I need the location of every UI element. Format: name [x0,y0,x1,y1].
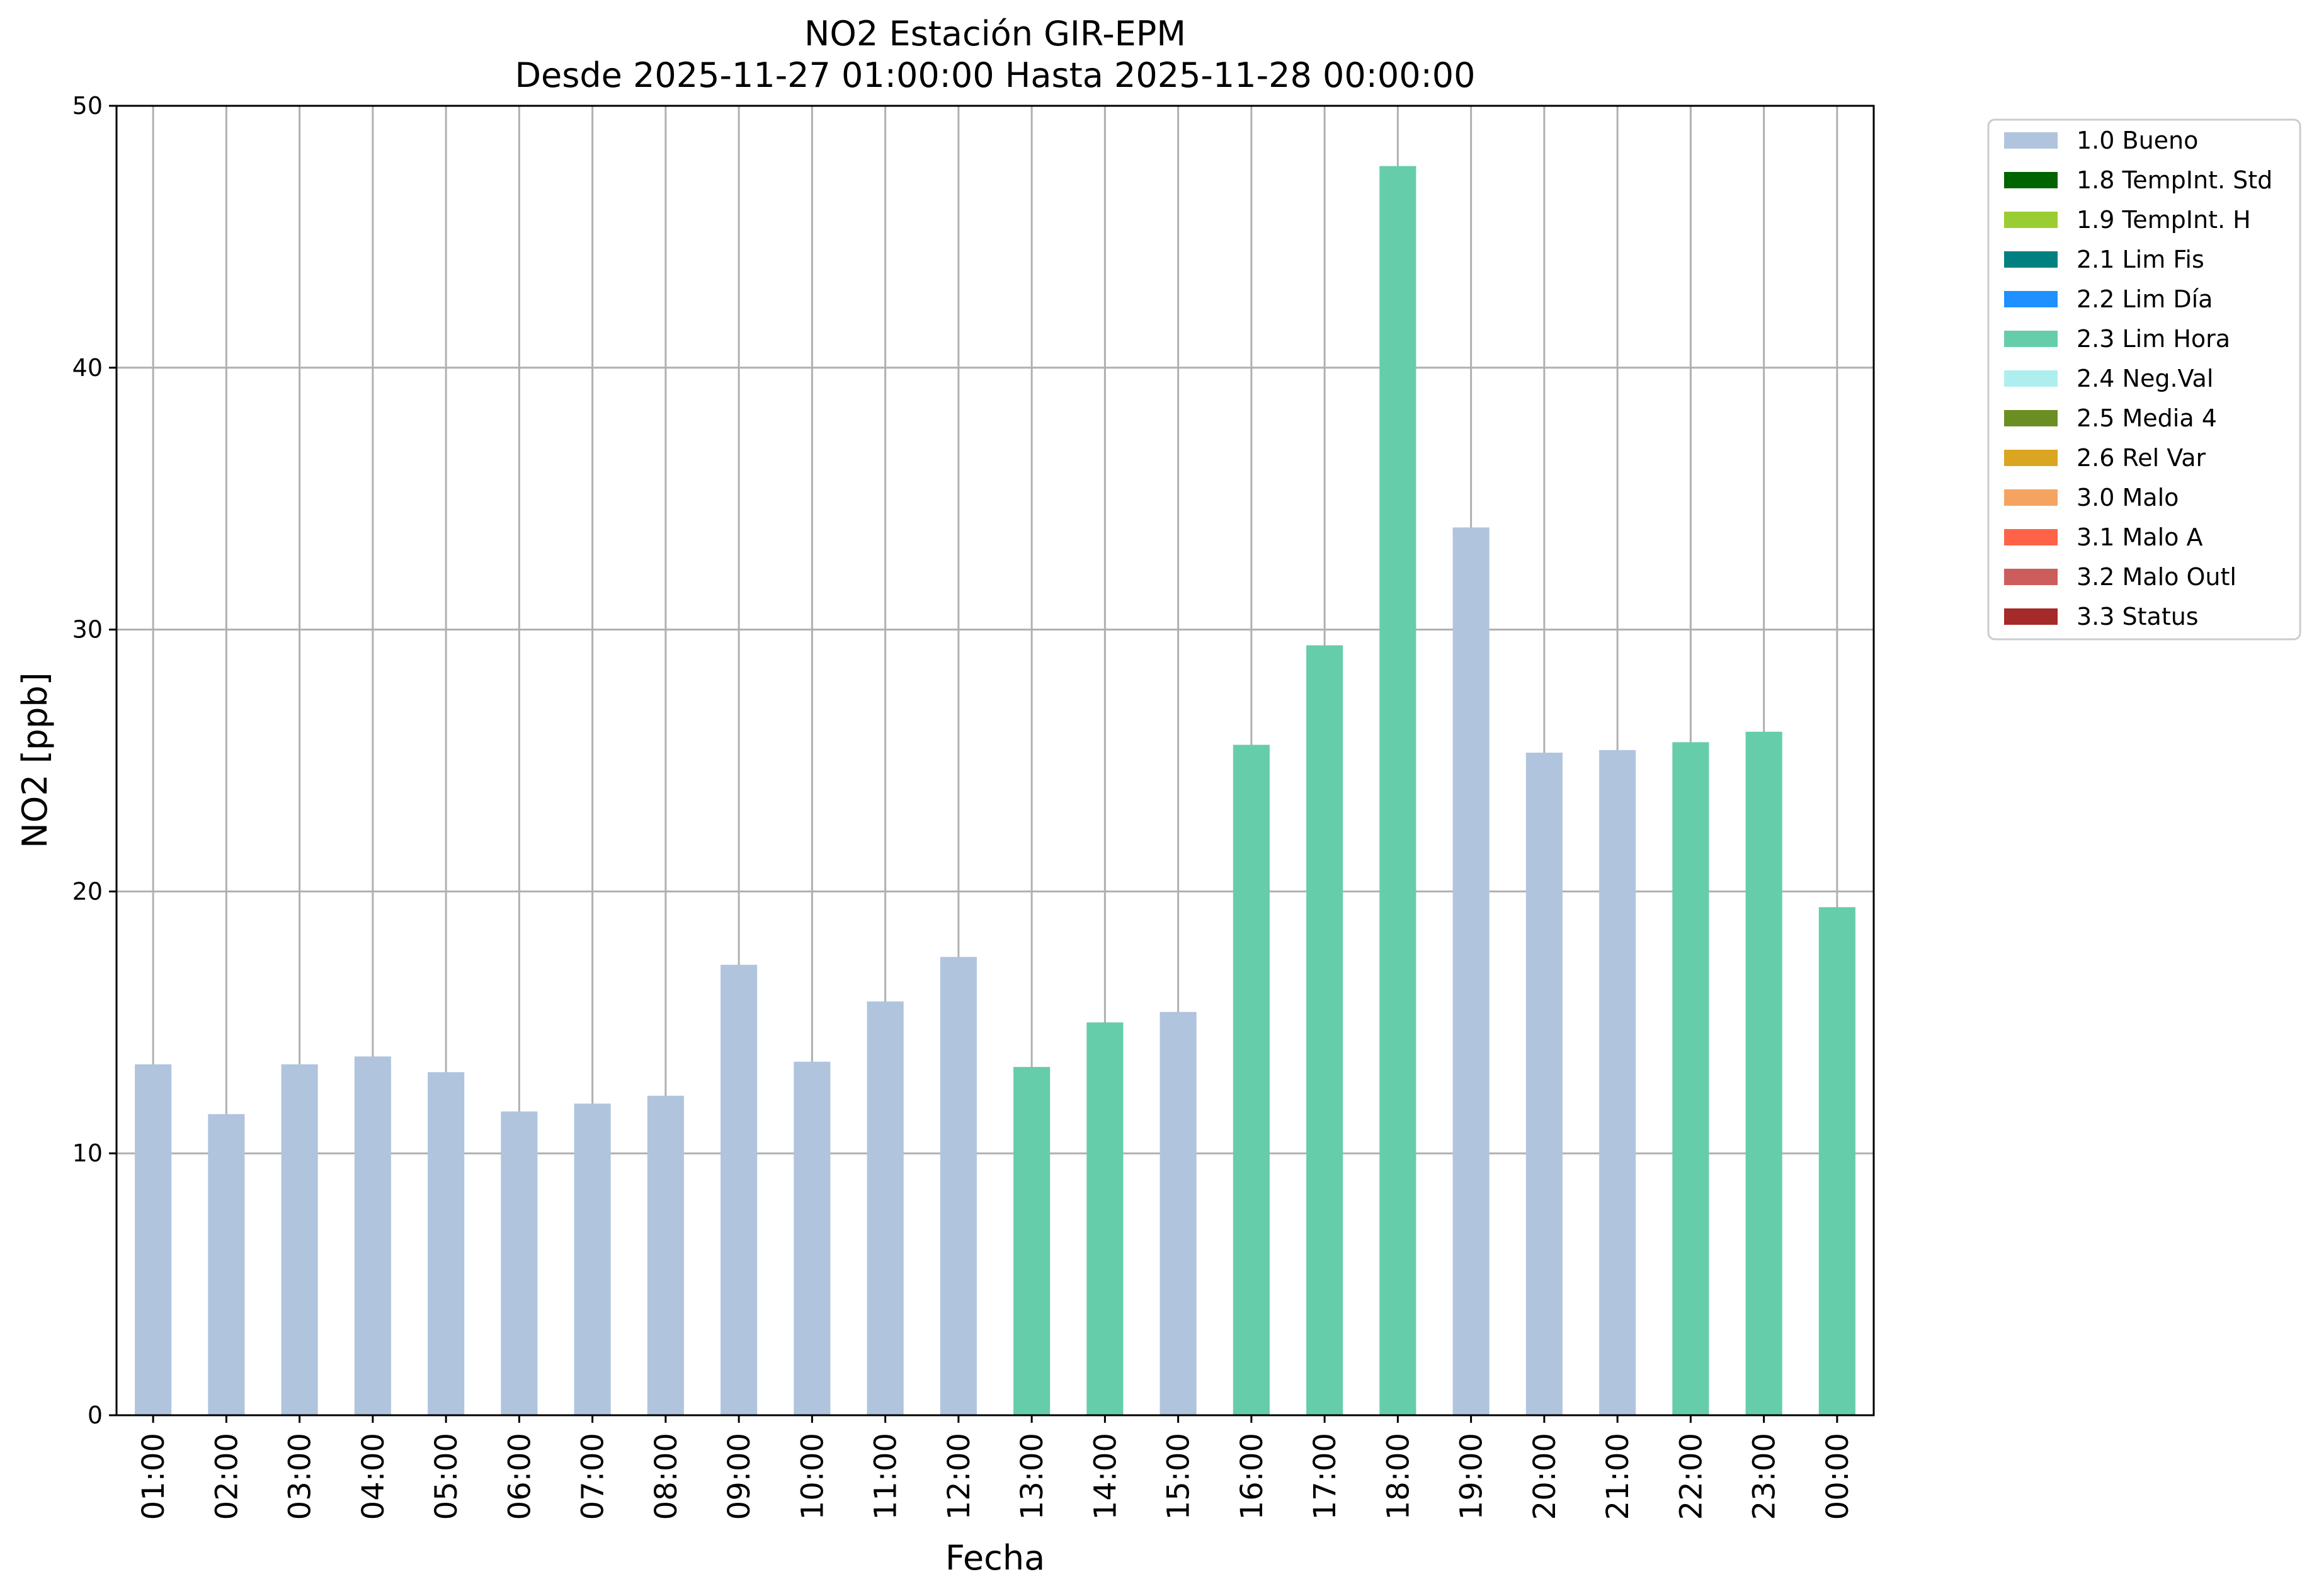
y-tick-label: 20 [72,877,103,905]
legend-swatch [2004,132,2058,149]
x-tick-label: 03:00 [283,1433,318,1520]
legend-swatch [2004,450,2058,466]
y-tick-label: 50 [72,92,103,120]
legend-label: 1.0 Bueno [2077,127,2198,154]
legend-label: 3.1 Malo A [2077,523,2202,551]
plot-frame [115,105,1875,1416]
legend-swatch [2004,410,2058,426]
x-tick-label: 23:00 [1747,1433,1782,1520]
x-tick-label: 16:00 [1234,1433,1270,1520]
y-tick-label: 10 [72,1139,103,1167]
y-tick-label: 40 [72,354,103,382]
x-axis-ticks: 01:00 02:00 03:00 04:00 05:00 06:00 07:00 08:00… [136,1415,1855,1520]
legend-label: 2.2 Lim Día [2077,285,2213,313]
bar [1379,166,1416,1415]
bar [574,1103,611,1415]
y-axis-ticks: 0 10 20 30 40 50 [72,92,117,1429]
bar [1599,750,1636,1415]
bar [1525,753,1563,1415]
x-tick-label: 20:00 [1527,1433,1563,1520]
x-tick-label: 19:00 [1454,1433,1490,1520]
x-tick-label: 04:00 [356,1433,391,1520]
bar [1233,744,1270,1415]
legend: 1.0 Bueno 1.8 TempInt. Std 1.9 TempInt. H 2… [1987,118,2301,641]
legend-swatch [2004,212,2058,228]
x-tick-label: 21:00 [1600,1433,1636,1520]
x-tick-label: 17:00 [1308,1433,1343,1520]
legend-label: 2.4 Neg.Val [2077,365,2213,392]
x-tick-label: 09:00 [722,1433,757,1520]
x-tick-label: 22:00 [1673,1433,1709,1520]
legend-label: 1.9 TempInt. H [2077,206,2251,234]
x-tick-label: 12:00 [942,1433,977,1520]
legend-swatch [2004,569,2058,585]
x-tick-label: 07:00 [576,1433,611,1520]
legend-swatch [2004,331,2058,347]
legend-swatch [2004,529,2058,545]
bar [1160,1012,1197,1415]
x-tick-label: 06:00 [502,1433,537,1520]
x-tick-label: 08:00 [649,1433,684,1520]
x-tick-label: 05:00 [429,1433,464,1520]
legend-label: 3.3 Status [2077,603,2199,630]
bar [135,1064,172,1415]
bar [281,1064,318,1415]
bar [354,1056,391,1415]
bar [428,1072,465,1415]
legend-frame [1987,118,2301,641]
x-tick-label: 00:00 [1820,1433,1855,1520]
bar [1745,731,1782,1415]
legend-label: 1.8 TempInt. Std [2077,166,2272,194]
legend-label: 3.0 Malo [2077,484,2179,511]
legend-label: 3.2 Malo Outl [2077,563,2236,591]
bar [721,964,758,1415]
chart-title: NO2 Estación GIR-EPM [804,14,1186,54]
x-tick-label: 11:00 [869,1433,904,1520]
bar [794,1061,831,1415]
legend-label: 2.6 Rel Var [2077,444,2206,472]
chart-subtitle: Desde 2025-11-27 01:00:00 Hasta 2025-11-… [515,55,1475,95]
legend-swatch [2004,251,2058,268]
x-tick-label: 02:00 [209,1433,244,1520]
legend-swatch [2004,608,2058,625]
legend-swatch [2004,489,2058,506]
y-axis-label: NO2 [ppb] [15,672,55,848]
x-tick-label: 10:00 [795,1433,830,1520]
y-tick-label: 0 [88,1401,103,1429]
bar [1086,1022,1124,1415]
legend-label: 2.5 Media 4 [2077,404,2217,432]
y-tick-label: 30 [72,616,103,644]
bar [647,1095,684,1415]
bar [1452,527,1490,1415]
x-tick-label: 18:00 [1381,1433,1416,1520]
legend-swatch [2004,370,2058,387]
legend-swatch [2004,291,2058,307]
x-axis-label: Fecha [945,1538,1045,1578]
bars [135,166,1855,1415]
legend-label: 2.1 Lim Fis [2077,246,2204,273]
bar [1672,742,1709,1415]
bar [940,957,977,1415]
bar [1818,907,1855,1415]
x-tick-label: 14:00 [1088,1433,1123,1520]
bar [1013,1066,1051,1415]
x-tick-label: 15:00 [1161,1433,1197,1520]
legend-swatch [2004,172,2058,188]
x-tick-label: 13:00 [1015,1433,1050,1520]
x-tick-label: 01:00 [136,1433,171,1520]
bar [501,1111,538,1415]
bar [208,1114,245,1415]
bar [867,1001,904,1415]
bar [1306,645,1343,1415]
legend-label: 2.3 Lim Hora [2077,325,2230,353]
